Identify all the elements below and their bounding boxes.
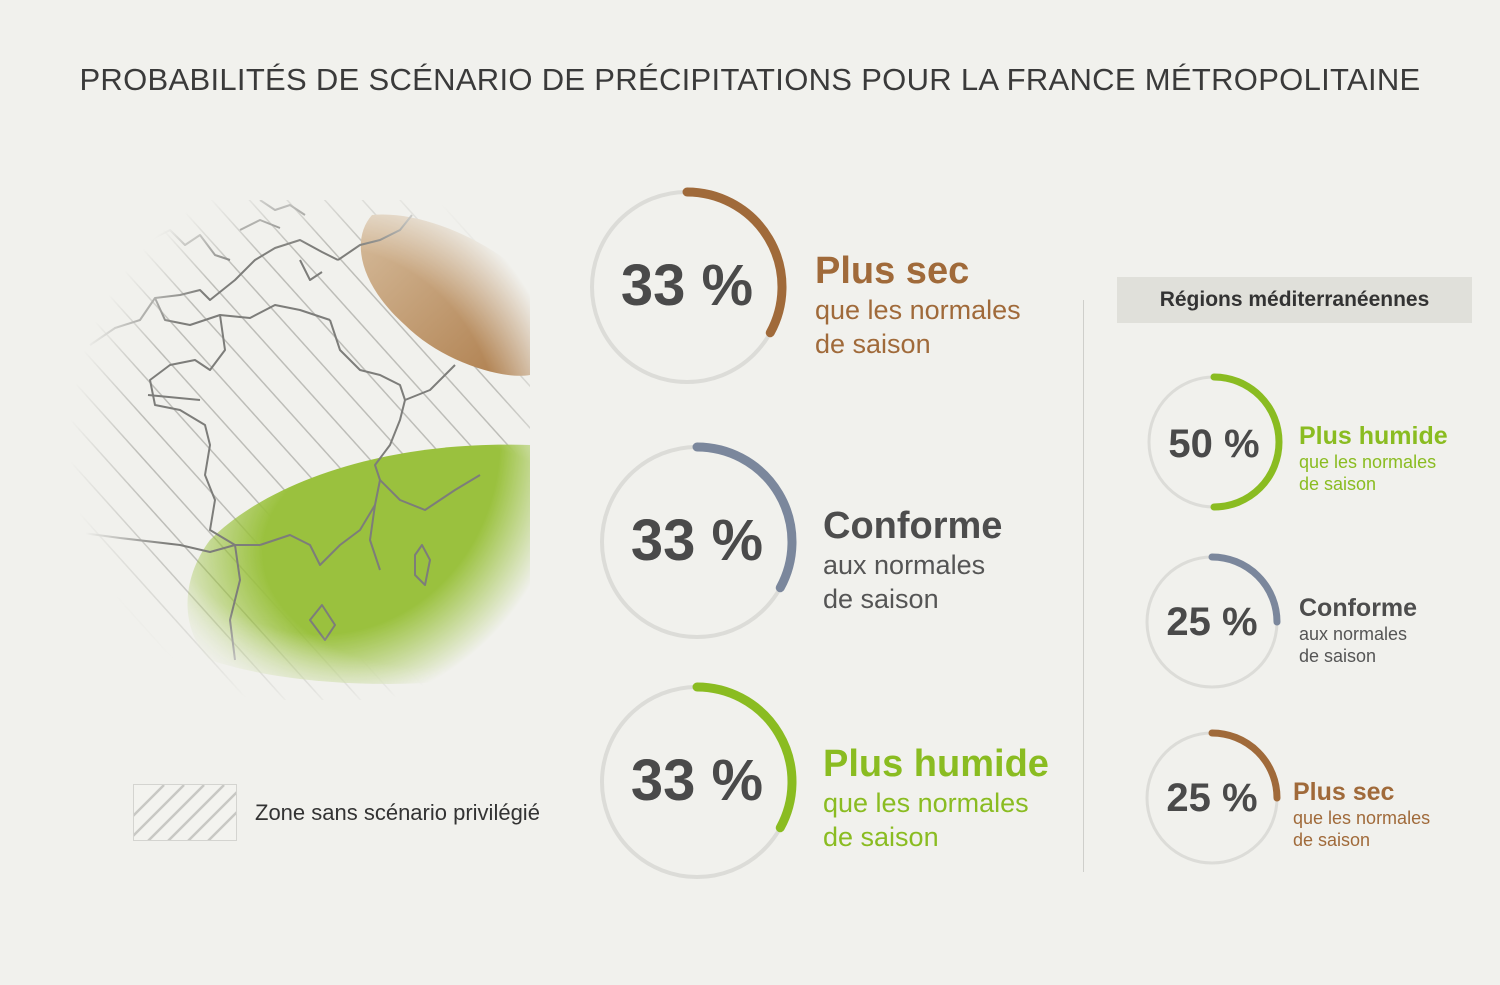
pct-label: 25 % <box>1166 600 1258 644</box>
pct-label: 33 % <box>630 748 764 813</box>
label-main: Plus humide <box>823 743 1049 785</box>
label-med-sec: Plus sec que les normales de saison <box>1293 778 1430 851</box>
label-sub2: de saison <box>1299 646 1377 666</box>
donut-svg <box>1145 553 1281 689</box>
label-sub1: aux normales <box>823 550 986 580</box>
label-sec: Plus sec que les normales de saison <box>815 250 1021 361</box>
label-sub2: de saison <box>1293 830 1371 850</box>
donut-svg <box>1147 373 1283 511</box>
label-sub1: aux normales <box>1299 624 1408 644</box>
label-main: Plus sec <box>1293 778 1395 806</box>
label-sub1: que les normales <box>823 788 1029 818</box>
donut-conforme: 33 % <box>600 442 797 639</box>
pct-label: 50 % <box>1168 422 1260 466</box>
donut-svg <box>1145 729 1281 865</box>
label-sub2: de saison <box>1299 474 1377 494</box>
chart-title: PROBABILITÉS DE SCÉNARIO DE PRÉCIPITATIO… <box>79 62 1421 97</box>
france-map <box>60 200 530 700</box>
donut-arc <box>1210 373 1283 511</box>
label-sub1: que les normales <box>815 295 1021 325</box>
label-sub1: que les normales <box>1299 452 1437 472</box>
donut-svg <box>590 187 787 384</box>
donut-med-humide: 50 % <box>1147 373 1283 511</box>
label-conforme: Conforme aux normales de saison <box>823 505 1002 616</box>
pct-label: 25 % <box>1166 776 1258 820</box>
label-sub2: de saison <box>815 329 931 359</box>
region-header: Régions méditerranéennes <box>1117 277 1472 323</box>
donut-med-conforme: 25 % <box>1145 553 1281 689</box>
donut-svg <box>600 682 797 879</box>
label-med-humide: Plus humide que les normales de saison <box>1299 422 1448 495</box>
label-main: Conforme <box>823 505 1003 547</box>
legend-swatch <box>133 784 237 841</box>
pct-label: 33 % <box>630 508 764 573</box>
donut-med-sec: 25 % <box>1145 729 1281 865</box>
legend-label: Zone sans scénario privilégié <box>255 800 540 825</box>
label-main: Plus humide <box>1299 422 1448 450</box>
label-sub2: de saison <box>823 822 939 852</box>
donut-arc <box>1208 553 1281 626</box>
label-sub1: que les normales <box>1293 808 1431 828</box>
donut-arc <box>692 682 797 833</box>
label-sub2: de saison <box>823 584 939 614</box>
label-main: Plus sec <box>815 250 970 292</box>
label-med-conforme: Conforme aux normales de saison <box>1299 594 1417 667</box>
donut-sec: 33 % <box>590 187 787 384</box>
label-main: Conforme <box>1299 594 1418 622</box>
divider <box>1083 300 1084 872</box>
label-humide: Plus humide que les normales de saison <box>823 743 1049 854</box>
pct-label: 33 % <box>620 253 754 318</box>
donut-svg <box>600 442 797 639</box>
donut-arc <box>682 187 787 338</box>
donut-arc <box>692 442 797 593</box>
donut-arc <box>1208 729 1281 802</box>
donut-humide: 33 % <box>600 682 797 879</box>
